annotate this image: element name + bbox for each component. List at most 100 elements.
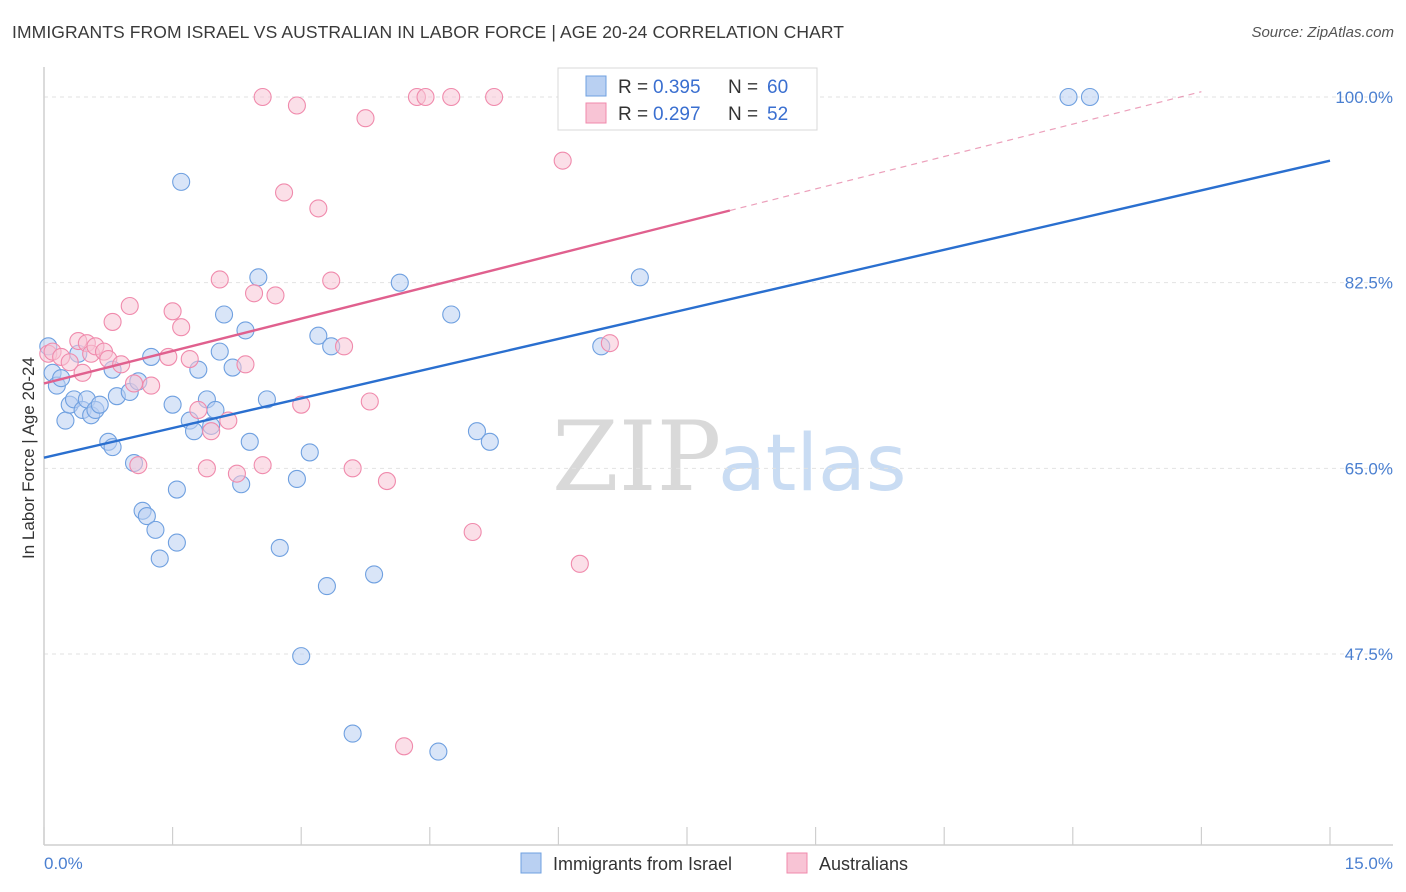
data-point (442, 87, 461, 107)
data-point (90, 395, 109, 414)
legend-r-value-australians: 0.297 (653, 104, 701, 125)
data-point (356, 109, 375, 128)
gridlines (44, 96, 1393, 655)
data-point (103, 312, 122, 331)
data-point (480, 432, 499, 451)
data-point (227, 464, 246, 483)
data-point (120, 296, 139, 316)
watermark: ZIP atlas (552, 401, 907, 513)
data-point (395, 737, 414, 756)
y-axis-label: In Labor Force | Age 20-24 (19, 357, 38, 559)
legend-n-label-australians: N = (728, 104, 758, 125)
data-point (287, 96, 306, 115)
data-point (275, 183, 294, 202)
data-point (124, 374, 144, 393)
data-point (240, 432, 259, 451)
data-point (172, 318, 191, 337)
y-tick-label: 100.0% (1335, 88, 1393, 107)
data-point (343, 724, 362, 743)
data-point (129, 456, 148, 475)
data-point (180, 350, 199, 369)
data-point (253, 87, 272, 107)
data-point (442, 305, 461, 324)
data-point (56, 411, 75, 430)
data-point (172, 172, 191, 191)
data-point (202, 422, 221, 441)
series-legend-swatch-australians (786, 852, 808, 874)
legend-n-value-australians: 52 (767, 104, 788, 125)
data-point (309, 199, 328, 218)
data-point (485, 87, 504, 107)
data-point (167, 480, 186, 499)
x-tick-labels: 0.0% 15.0% (44, 854, 1393, 873)
data-point (142, 376, 161, 395)
data-point (60, 353, 79, 372)
data-point (163, 302, 182, 321)
data-point (429, 742, 448, 761)
data-point (214, 305, 234, 324)
series-australians-points (39, 87, 619, 756)
watermark-zip: ZIP (552, 401, 721, 513)
data-point (150, 549, 169, 568)
series-legend-label-israel: Immigrants from Israel (553, 854, 732, 874)
x-tick-label-end: 15.0% (1345, 854, 1393, 873)
data-point (244, 284, 264, 303)
data-point (292, 647, 311, 666)
x-tick-label-start: 0.0% (44, 854, 83, 873)
data-point (467, 422, 487, 441)
trend-line (43, 209, 731, 385)
chart-title: IMMIGRANTS FROM ISRAEL VS AUSTRALIAN IN … (12, 22, 845, 42)
data-point (287, 469, 306, 488)
data-point (463, 522, 482, 542)
data-point (360, 392, 379, 411)
data-point (236, 355, 255, 374)
data-point (210, 342, 229, 361)
trend-lines (43, 91, 1331, 459)
data-point (300, 443, 319, 462)
data-point (630, 268, 649, 287)
data-point (197, 459, 216, 478)
data-point (600, 334, 619, 353)
data-point (253, 456, 272, 475)
data-point (335, 337, 354, 356)
data-point (137, 507, 156, 526)
y-tick-labels: 47.5% 65.0% 82.5% 100.0% (1335, 88, 1393, 664)
data-point (343, 459, 362, 478)
legend-r-value-israel: 0.395 (653, 77, 701, 98)
data-point (377, 472, 396, 491)
axes (43, 67, 1393, 846)
data-point (163, 395, 182, 414)
data-point (317, 577, 336, 596)
data-point (146, 520, 165, 539)
data-point (553, 151, 572, 170)
data-point (309, 326, 328, 345)
legend-swatch-israel (585, 75, 607, 97)
y-tick-label: 82.5% (1345, 274, 1393, 293)
series-legend-swatch-israel (520, 852, 542, 874)
data-point (257, 390, 276, 409)
data-point (322, 271, 341, 290)
data-point (570, 554, 589, 573)
trend-line (43, 159, 1331, 459)
series-legend-label-australians: Australians (819, 854, 908, 874)
series-legend: Immigrants from Israel Australians (520, 852, 908, 874)
data-point (416, 87, 435, 107)
data-point (189, 400, 208, 420)
data-point (1080, 87, 1099, 107)
data-point (390, 273, 409, 292)
data-point (167, 533, 186, 552)
y-tick-label: 65.0% (1345, 459, 1393, 478)
y-tick-label: 47.5% (1345, 645, 1393, 664)
data-point (365, 565, 384, 584)
data-point (210, 270, 229, 289)
data-point (1059, 87, 1078, 107)
data-point (249, 268, 268, 287)
chart-source: Source: ZipAtlas.com (1251, 24, 1394, 41)
stats-legend: R = 0.395 N = 60 R = 0.297 N = 52 (557, 67, 818, 131)
legend-n-value-israel: 60 (767, 77, 788, 98)
legend-swatch-australians (585, 102, 607, 124)
trend-line-extension (729, 91, 1202, 212)
legend-r-label-australians: R = (618, 104, 648, 125)
data-point (266, 286, 285, 305)
legend-r-label-israel: R = (618, 77, 648, 98)
